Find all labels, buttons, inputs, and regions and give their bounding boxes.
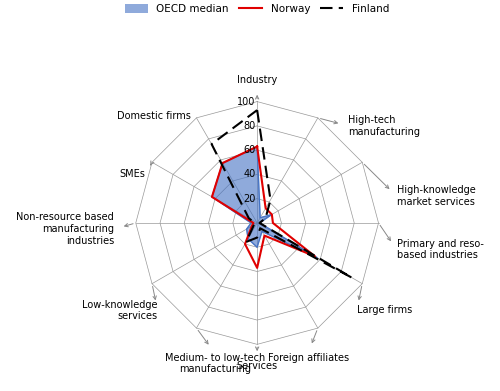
Text: Foreign affiliates: Foreign affiliates: [268, 353, 348, 363]
Text: 80: 80: [244, 121, 256, 131]
Text: SMEs: SMEs: [120, 169, 146, 179]
Polygon shape: [212, 147, 317, 258]
Text: 100: 100: [238, 97, 256, 107]
Text: Large firms: Large firms: [356, 305, 412, 316]
Text: Domestic firms: Domestic firms: [116, 111, 190, 121]
Text: High-knowledge
market services: High-knowledge market services: [396, 185, 475, 207]
Text: Low-knowledge
services: Low-knowledge services: [82, 300, 158, 321]
Text: Non-resource based
manufacturing
industries: Non-resource based manufacturing industr…: [16, 212, 114, 246]
Text: 60: 60: [244, 145, 256, 155]
Text: Services: Services: [236, 361, 278, 371]
Text: 20: 20: [244, 194, 256, 204]
Text: Industry: Industry: [237, 75, 278, 84]
Legend: OECD median, Norway, Finland: OECD median, Norway, Finland: [121, 0, 394, 18]
Text: High-tech
manufacturing: High-tech manufacturing: [348, 115, 420, 137]
Text: 40: 40: [244, 169, 256, 179]
Text: Medium- to low-tech
manufacturing: Medium- to low-tech manufacturing: [164, 353, 265, 375]
Text: Primary and reso-
based industries: Primary and reso- based industries: [396, 239, 484, 260]
